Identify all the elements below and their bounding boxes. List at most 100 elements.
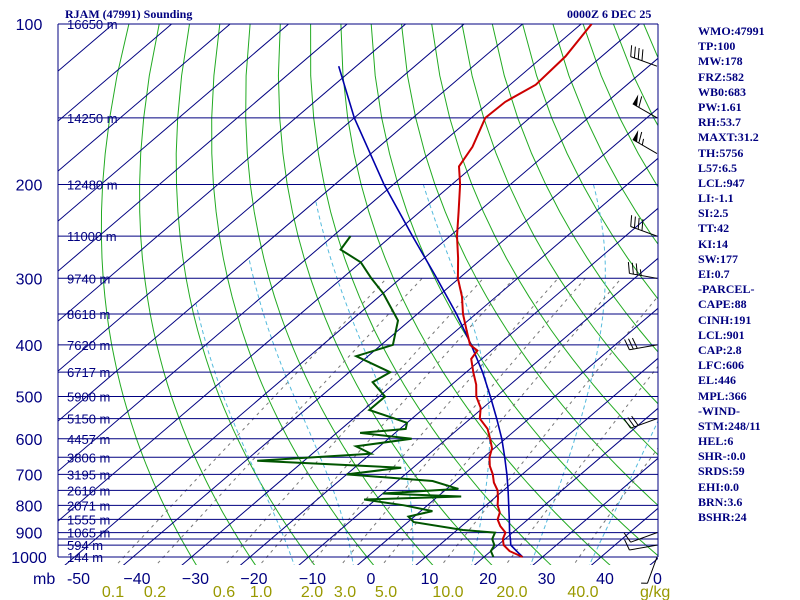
dry-adiabat-line <box>491 24 658 353</box>
dry-adiabat-line <box>765 24 800 568</box>
index-item: TH:5756 <box>698 145 744 160</box>
temperature-tick-label: −30 <box>182 571 209 588</box>
temperature-tick-label: 0 <box>367 571 376 588</box>
wind-barb-feather <box>637 217 640 230</box>
wind-barb <box>623 532 658 543</box>
moist-adiabat-line <box>588 419 658 565</box>
wind-barb-staff <box>632 103 658 119</box>
mixing-ratio-label: 2.0 <box>301 584 323 600</box>
wind-barb-staff <box>630 418 658 429</box>
wind-barb-feather <box>623 418 632 429</box>
dry-adiabat-line <box>461 24 658 405</box>
temperature-tick-label: −10 <box>299 571 326 588</box>
wind-barb <box>630 45 658 67</box>
index-item: SHR-:0.0 <box>698 449 746 464</box>
temperature-tick-label: −40 <box>123 571 150 588</box>
wind-barb-feather <box>624 539 630 551</box>
temperature-tick-label: -50 <box>67 571 90 588</box>
dry-adiabat-line <box>522 24 658 300</box>
index-item: CAPE:88 <box>698 297 747 312</box>
wind-barb-feather <box>630 215 633 227</box>
wind-barb-staff <box>632 139 658 154</box>
index-item: MW:178 <box>698 54 743 69</box>
index-item: SI:2.5 <box>698 206 729 221</box>
wind-barb-staff <box>629 272 658 279</box>
pressure-tick-label: 100 <box>16 17 43 34</box>
dry-adiabat-line <box>401 24 658 507</box>
height-label: 4457 m <box>67 432 110 447</box>
index-item: TP:100 <box>698 39 736 54</box>
sounding-profiles <box>257 24 593 558</box>
wind-barb <box>632 130 658 154</box>
temperature-tick-label: 20 <box>479 571 497 588</box>
station-title: RJAM (47991) Sounding <box>65 7 193 21</box>
isotherm-line <box>58 24 406 322</box>
moist-adiabat-line <box>422 184 491 565</box>
index-item: L57:6.5 <box>698 160 737 175</box>
dry-adiabat-line <box>370 24 658 557</box>
temperature-trace <box>455 24 593 558</box>
index-item: WB0:683 <box>698 84 746 99</box>
wind-barb <box>623 415 658 429</box>
wind-barbs <box>623 45 658 584</box>
mixing-ratio-label: 1.0 <box>250 584 272 600</box>
isotherm-line <box>298 257 658 565</box>
height-label: 16650 m <box>67 17 118 32</box>
mixing-ratio-line <box>505 365 658 565</box>
wind-barb-feather <box>630 45 633 57</box>
index-item: CAP:2.8 <box>698 342 742 357</box>
height-label: 594 m <box>67 538 103 553</box>
mixing-ratio-line <box>224 277 484 565</box>
height-label: 8618 m <box>67 307 110 322</box>
height-label: 2616 m <box>67 483 110 498</box>
wind-barb-staff <box>630 532 658 543</box>
dry-adiabat-line <box>582 24 658 188</box>
index-item: SW:177 <box>698 251 739 266</box>
index-item: FRZ:582 <box>698 69 744 84</box>
dry-adiabat-line <box>245 24 434 565</box>
isotherm-line <box>415 357 658 565</box>
isotherm-line <box>58 24 172 122</box>
wind-barb <box>624 539 658 551</box>
isotherm-line <box>58 24 348 272</box>
moist-adiabats <box>195 184 658 565</box>
height-label: 5150 m <box>67 412 110 427</box>
isotherm-line <box>0 24 55 568</box>
height-label: 2071 m <box>67 498 110 513</box>
height-label: 14250 m <box>67 111 118 126</box>
height-label: 1065 m <box>67 526 110 541</box>
stability-indices-panel: WMO:47991 TP:100 MW:178 FRZ:582 WB0:683 PW:1.… <box>698 24 765 525</box>
mixing-ratio-label: 0.2 <box>144 584 166 600</box>
wind-barb-feather <box>627 262 630 274</box>
temperature-tick-label: 40 <box>596 571 614 588</box>
index-item: RH:53.7 <box>698 115 741 130</box>
wind-barb-half-feather <box>641 138 645 146</box>
mixing-ratio-lines <box>115 277 658 565</box>
wind-barb-feather <box>624 339 630 350</box>
mixing-ratio-label: 10.0 <box>432 584 463 600</box>
index-item: LI:-1.1 <box>698 191 734 206</box>
wind-barb-feather <box>631 415 639 426</box>
mixing-ratio-line <box>340 277 586 565</box>
mixing-ratio-line <box>115 277 388 565</box>
mixing-ratio-line <box>309 277 559 565</box>
wind-barb-feather <box>633 216 636 228</box>
moist-adiabat-line <box>248 258 354 565</box>
isotherm-line <box>58 24 523 422</box>
isotherm-line <box>58 24 289 222</box>
index-item: PW:1.61 <box>698 99 742 114</box>
isotherms <box>0 24 658 568</box>
height-label: 9740 m <box>67 271 110 286</box>
pressure-tick-label: 800 <box>16 498 43 515</box>
wind-barb-feather <box>627 417 635 428</box>
temperature-tick-label: 0 <box>653 571 662 588</box>
index-item: HEL:6 <box>698 434 734 449</box>
isotherm-line <box>58 24 465 372</box>
wind-barb-feather <box>637 47 640 60</box>
isotherm-line <box>590 507 658 565</box>
index-item: CINH:191 <box>698 312 752 327</box>
index-item: MPL:366 <box>698 388 747 403</box>
pressure-tick-label: 900 <box>16 526 43 543</box>
